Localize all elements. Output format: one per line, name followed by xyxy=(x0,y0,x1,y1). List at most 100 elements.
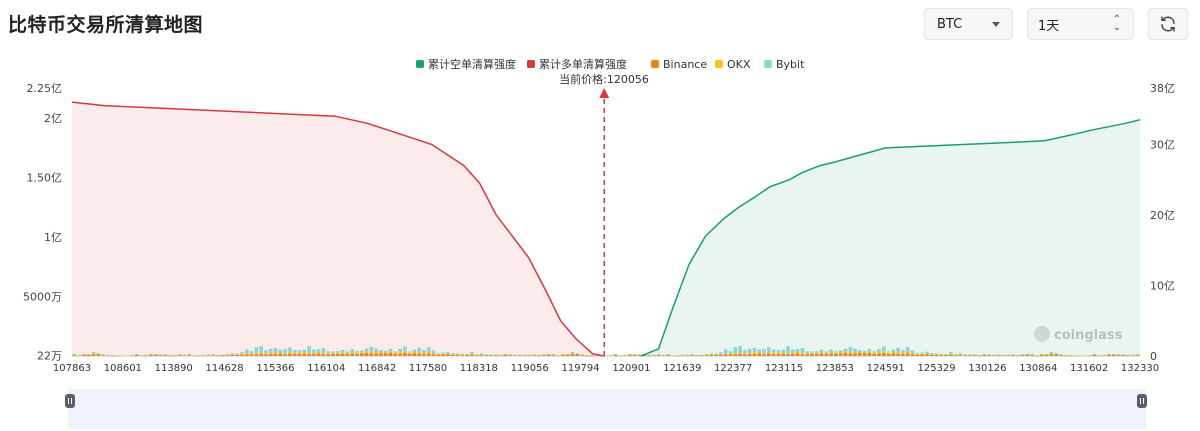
bar-segment-okx xyxy=(1116,354,1121,356)
bar-segment-bybit xyxy=(561,353,565,355)
bar-segment-bybit xyxy=(264,350,268,354)
bar-segment-okx xyxy=(1020,354,1025,356)
bar-segment-okx xyxy=(925,353,929,355)
y-right-tick-label: 30亿 xyxy=(1150,138,1175,151)
bar-segment-bybit xyxy=(805,351,809,354)
bar-segment-binance xyxy=(163,354,168,356)
bar-segment-okx xyxy=(192,355,196,357)
bar-segment-bybit xyxy=(249,351,254,354)
zoom-slider-right-handle[interactable] xyxy=(1137,394,1147,408)
bar-segment-okx xyxy=(896,352,900,354)
bar-segment-bybit xyxy=(522,354,527,356)
bar-segment-bybit xyxy=(632,354,637,355)
bar-segment-binance xyxy=(853,353,857,356)
bar-segment-okx xyxy=(920,353,924,355)
bar-segment-bybit xyxy=(154,354,158,355)
bar-segment-bybit xyxy=(781,349,785,352)
symbol-select[interactable]: BTC xyxy=(924,8,1013,40)
bar-segment-okx xyxy=(1001,355,1006,356)
y-right-tick-label: 38亿 xyxy=(1150,82,1175,95)
bar-segment-binance xyxy=(331,353,335,356)
bar-segment-bybit xyxy=(982,353,987,355)
bar-segment-okx xyxy=(915,353,920,355)
bar-segment-okx xyxy=(206,355,211,356)
bar-segment-bybit xyxy=(350,349,354,353)
bar-segment-bybit xyxy=(872,351,876,353)
bar-segment-okx xyxy=(858,352,862,354)
bar-segment-okx xyxy=(340,352,345,354)
bar-segment-okx xyxy=(312,352,316,355)
bar-segment-binance xyxy=(1020,355,1025,356)
bar-segment-bybit xyxy=(278,349,283,353)
bar-segment-bybit xyxy=(680,354,685,356)
bar-segment-bybit xyxy=(1087,355,1092,356)
bar-segment-bybit xyxy=(939,353,944,355)
bar-segment-bybit xyxy=(949,352,953,355)
bar-segment-okx xyxy=(963,354,967,356)
bar-segment-okx xyxy=(455,354,460,355)
bar-segment-okx xyxy=(149,354,153,355)
bar-segment-binance xyxy=(1135,355,1140,356)
bar-segment-bybit xyxy=(877,348,881,352)
bar-segment-okx xyxy=(585,355,589,357)
short-liq-area xyxy=(641,119,1140,356)
bar-segment-okx xyxy=(570,353,575,355)
bar-segment-okx xyxy=(791,352,795,355)
refresh-button[interactable] xyxy=(1148,8,1188,40)
bar-segment-okx xyxy=(1049,353,1054,355)
bar-segment-okx xyxy=(541,354,546,356)
bar-segment-bybit xyxy=(484,354,489,355)
bar-segment-okx xyxy=(929,354,934,355)
y-left-tick-label: 5000万 xyxy=(23,290,62,303)
zoom-slider-track[interactable] xyxy=(68,389,1146,429)
bar-segment-binance xyxy=(690,355,694,356)
bar-segment-bybit xyxy=(465,353,469,355)
bar-segment-bybit xyxy=(427,347,431,352)
bar-segment-okx xyxy=(331,352,335,354)
bar-segment-binance xyxy=(383,353,388,356)
bar-segment-okx xyxy=(187,354,192,356)
y-right-tick-label: 20亿 xyxy=(1150,209,1175,222)
bar-segment-binance xyxy=(647,355,651,357)
bar-segment-bybit xyxy=(221,354,225,356)
bar-segment-okx xyxy=(666,354,671,356)
bar-segment-bybit xyxy=(187,353,192,355)
bar-segment-binance xyxy=(762,354,766,356)
bar-segment-bybit xyxy=(929,353,934,355)
bar-segment-bybit xyxy=(1025,353,1030,355)
bar-segment-bybit xyxy=(383,350,388,353)
bar-segment-bybit xyxy=(455,353,460,355)
bar-segment-okx xyxy=(474,354,479,356)
bar-segment-okx xyxy=(939,354,944,356)
zoom-slider-left-handle[interactable] xyxy=(65,394,75,408)
bar-segment-okx xyxy=(422,352,426,354)
bar-segment-binance xyxy=(82,354,86,356)
bar-segment-bybit xyxy=(580,354,584,355)
bar-segment-okx xyxy=(973,354,977,356)
bar-segment-okx xyxy=(992,355,996,356)
bar-segment-binance xyxy=(800,354,805,356)
bar-segment-bybit xyxy=(767,347,771,353)
bar-segment-binance xyxy=(225,355,230,356)
bar-segment-bybit xyxy=(201,354,206,356)
bar-segment-okx xyxy=(953,354,958,356)
bar-segment-binance xyxy=(733,354,738,356)
bar-segment-bybit xyxy=(254,347,259,354)
bar-segment-bybit xyxy=(771,349,776,353)
timeframe-select[interactable]: 1天 ⌃ ⌄ xyxy=(1027,8,1134,40)
bar-segment-okx xyxy=(944,354,948,355)
bar-segment-bybit xyxy=(1044,354,1049,355)
bar-segment-binance xyxy=(973,355,977,356)
bar-segment-binance xyxy=(503,354,508,356)
bar-segment-okx xyxy=(398,352,402,354)
bar-segment-binance xyxy=(417,353,421,356)
bar-segment-binance xyxy=(221,355,225,357)
bar-segment-binance xyxy=(963,355,967,356)
short-liq-curve xyxy=(640,118,1141,357)
bar-segment-bybit xyxy=(623,354,627,356)
bar-segment-binance xyxy=(178,355,182,356)
bar-segment-bybit xyxy=(800,348,805,353)
y-left-tick-label: 1.50亿 xyxy=(27,171,63,184)
legend-swatch xyxy=(764,60,772,68)
bar-segment-okx xyxy=(355,352,359,354)
